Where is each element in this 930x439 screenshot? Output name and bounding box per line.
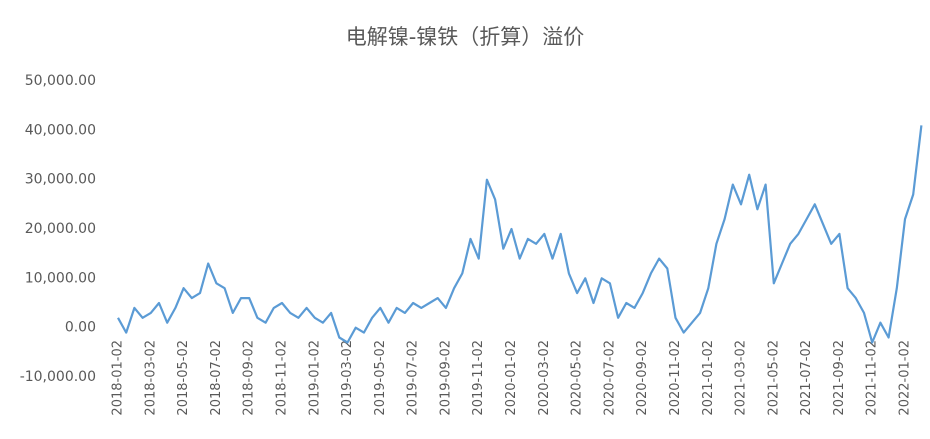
x-tick-label: 2022-01-02 xyxy=(898,340,913,416)
x-tick-label: 2021-07-02 xyxy=(799,340,814,416)
x-tick-label: 2021-01-02 xyxy=(701,340,716,416)
x-tick-label: 2021-11-02 xyxy=(865,340,880,416)
x-tick-label: 2021-03-02 xyxy=(734,340,749,416)
x-tick-label: 2020-01-02 xyxy=(504,340,519,416)
x-tick-label: 2020-11-02 xyxy=(668,340,683,416)
y-tick-label: 20,000.00 xyxy=(25,221,96,237)
y-tick-label: 10,000.00 xyxy=(25,270,96,286)
y-tick-label: 0.00 xyxy=(65,320,96,336)
y-tick-label: 50,000.00 xyxy=(25,73,96,89)
chart-title: 电解镍-镍铁（折算）溢价 xyxy=(346,25,585,49)
x-tick-label: 2018-09-02 xyxy=(242,340,257,416)
x-tick-label: 2019-07-02 xyxy=(406,340,421,416)
y-tick-label: 30,000.00 xyxy=(25,172,96,188)
x-tick-label: 2021-05-02 xyxy=(766,340,781,416)
y-tick-label: 40,000.00 xyxy=(25,122,96,138)
x-tick-label: 2018-03-02 xyxy=(143,340,158,416)
x-tick-label: 2021-09-02 xyxy=(832,340,847,416)
x-tick-label: 2019-05-02 xyxy=(373,340,388,416)
x-tick-label: 2018-05-02 xyxy=(176,340,191,416)
x-tick-label: 2019-11-02 xyxy=(471,340,486,416)
y-tick-label: -10,000.00 xyxy=(20,369,96,385)
x-tick-label: 2019-03-02 xyxy=(340,340,355,416)
x-tick-label: 2020-09-02 xyxy=(635,340,650,416)
x-tick-label: 2019-01-02 xyxy=(307,340,322,416)
x-tick-label: 2018-01-02 xyxy=(111,340,126,416)
x-tick-label: 2018-11-02 xyxy=(274,340,289,416)
x-tick-label: 2019-09-02 xyxy=(438,340,453,416)
x-tick-label: 2020-07-02 xyxy=(602,340,617,416)
data-line xyxy=(117,125,923,344)
x-tick-label: 2020-05-02 xyxy=(570,340,585,416)
x-tick-label: 2018-07-02 xyxy=(209,340,224,416)
x-tick-label: 2020-03-02 xyxy=(537,340,552,416)
